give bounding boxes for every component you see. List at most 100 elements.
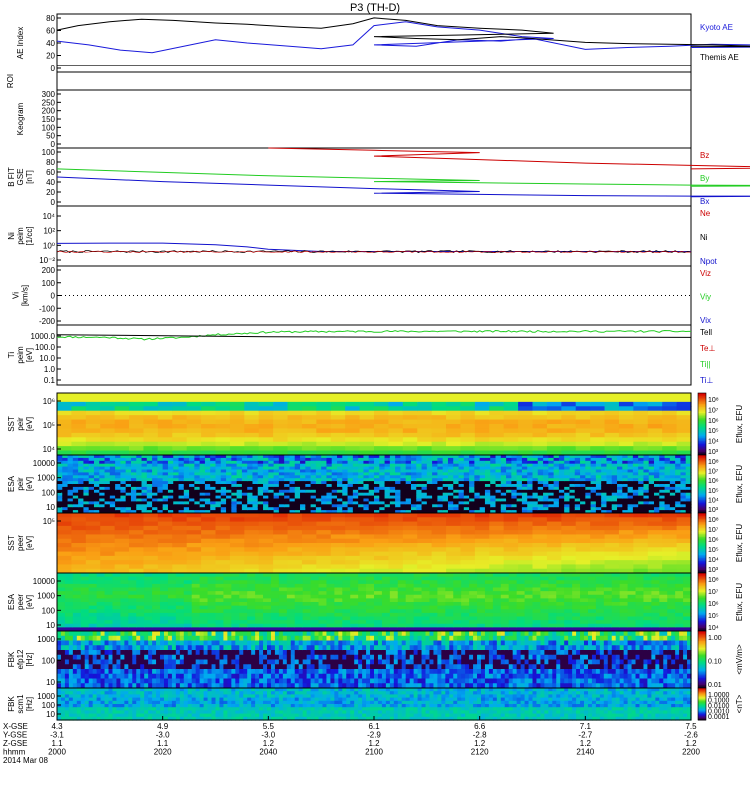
colorbar-cell	[698, 479, 706, 482]
spectrogram-cell	[633, 450, 649, 456]
spectrogram-cell	[500, 463, 507, 468]
spectrogram-cell	[540, 573, 549, 578]
spectrogram-cell	[191, 609, 201, 614]
spectrogram-cell	[315, 498, 322, 502]
spectrogram-cell	[302, 609, 312, 614]
spectrogram-cell	[258, 432, 274, 438]
spectrogram-cell	[397, 609, 407, 614]
spectrogram-cell	[662, 415, 678, 421]
spectrogram-cell	[88, 492, 95, 497]
spectrogram-cell	[431, 551, 447, 557]
spectrogram-cell	[215, 555, 231, 561]
spectrogram-cell	[503, 568, 519, 574]
spectrogram-cell	[263, 602, 272, 607]
spectrogram-cell	[83, 463, 90, 468]
spectrogram-cell	[231, 612, 240, 618]
spectrogram-cell	[201, 406, 217, 412]
spectrogram-cell	[638, 498, 645, 502]
spectrogram-cell	[601, 492, 608, 497]
spectrogram-cell	[278, 583, 288, 589]
spectrogram-cell	[627, 489, 634, 494]
spectrogram-cell	[676, 450, 692, 456]
spectrogram-cell	[618, 568, 634, 574]
spectrogram-cell	[474, 525, 490, 531]
spectrogram-cell	[611, 460, 618, 465]
spectrogram-cell	[85, 393, 101, 399]
spectrogram-cell	[358, 492, 365, 497]
spectrogram-cell	[437, 489, 444, 494]
spectrogram-cell	[231, 609, 240, 614]
spectrogram-cell	[120, 609, 129, 614]
spectrogram-cell	[109, 463, 116, 468]
spectrogram-cell	[64, 580, 74, 585]
spectrogram-cell	[453, 472, 460, 476]
spectrogram-cell	[417, 441, 433, 447]
spectrogram-cell	[114, 521, 130, 527]
spectrogram-cell	[374, 397, 390, 403]
spectrogram-cell	[88, 627, 98, 632]
spectrogram-cell	[247, 460, 254, 465]
spectrogram-cell	[231, 460, 238, 465]
spectrogram-cell	[255, 609, 264, 614]
spectrogram-cell	[490, 486, 497, 491]
spectrogram-cell	[257, 492, 264, 497]
spectrogram-cell	[57, 484, 63, 488]
spectrogram-cell	[130, 457, 137, 462]
spectrogram-cell	[572, 580, 581, 585]
spectrogram-cell	[342, 460, 349, 465]
spectrogram-cell	[532, 560, 548, 566]
spectrogram-cell	[57, 432, 73, 438]
spectrogram-cell	[417, 530, 433, 536]
spectrogram-cell	[226, 463, 232, 468]
spectrogram-cell	[564, 463, 571, 468]
spectrogram-cell	[302, 627, 312, 632]
spectrogram-cell	[99, 466, 106, 471]
spectrogram-cell	[453, 501, 460, 505]
spectrogram-cell	[479, 481, 486, 485]
colorbar-cell	[698, 514, 706, 517]
spectrogram-cell	[191, 602, 201, 607]
spectrogram-cell	[241, 489, 248, 494]
ylabel-group: ESA peer [eV]	[7, 593, 34, 610]
spectrogram-cell	[57, 521, 73, 527]
spectrogram-cell	[71, 432, 87, 438]
spectrogram-cell	[160, 587, 169, 592]
spectrogram-cell	[437, 466, 444, 471]
spectrogram-cell	[606, 501, 613, 505]
spectrogram-cell	[548, 587, 557, 592]
spectrogram-cell	[273, 406, 289, 412]
spectrogram-cell	[318, 609, 328, 614]
spectrogram-cell	[410, 486, 417, 491]
spectrogram-cell	[556, 616, 565, 621]
spectrogram-cell	[255, 583, 264, 589]
spectrogram-cell	[537, 486, 544, 491]
spectrogram-cell	[143, 560, 159, 566]
spectrogram-cell	[345, 513, 361, 518]
spectrogram-cell	[152, 489, 158, 494]
spectrogram-cell	[64, 576, 74, 581]
spectrogram-cell	[215, 538, 231, 544]
spectrogram-cell	[516, 475, 523, 479]
spectrogram-cell	[257, 489, 264, 494]
spectrogram-cell	[479, 504, 486, 508]
spectrogram-cell	[310, 591, 320, 596]
spectrogram-cell	[659, 457, 666, 462]
spectrogram-cell	[389, 486, 396, 491]
spectrogram-cell	[88, 612, 98, 618]
spectrogram-cell	[220, 504, 227, 508]
spectrogram-cell	[395, 481, 402, 485]
spectrogram-cell	[85, 560, 101, 566]
spectrogram-cell	[318, 591, 328, 596]
spectrogram-cell	[175, 576, 185, 581]
spectrogram-cell	[524, 627, 534, 632]
spectrogram-cell	[421, 486, 428, 491]
spectrogram-cell	[685, 478, 692, 482]
spectrogram-cell	[146, 507, 153, 511]
spectrogram-cell	[241, 495, 248, 500]
spectrogram-cell	[540, 587, 549, 592]
spectrogram-cell	[201, 513, 217, 518]
spectrogram-cell	[207, 609, 217, 614]
spectrogram-cell	[104, 605, 114, 610]
series-line-tell	[56, 334, 692, 338]
spectrogram-cell	[503, 525, 519, 531]
